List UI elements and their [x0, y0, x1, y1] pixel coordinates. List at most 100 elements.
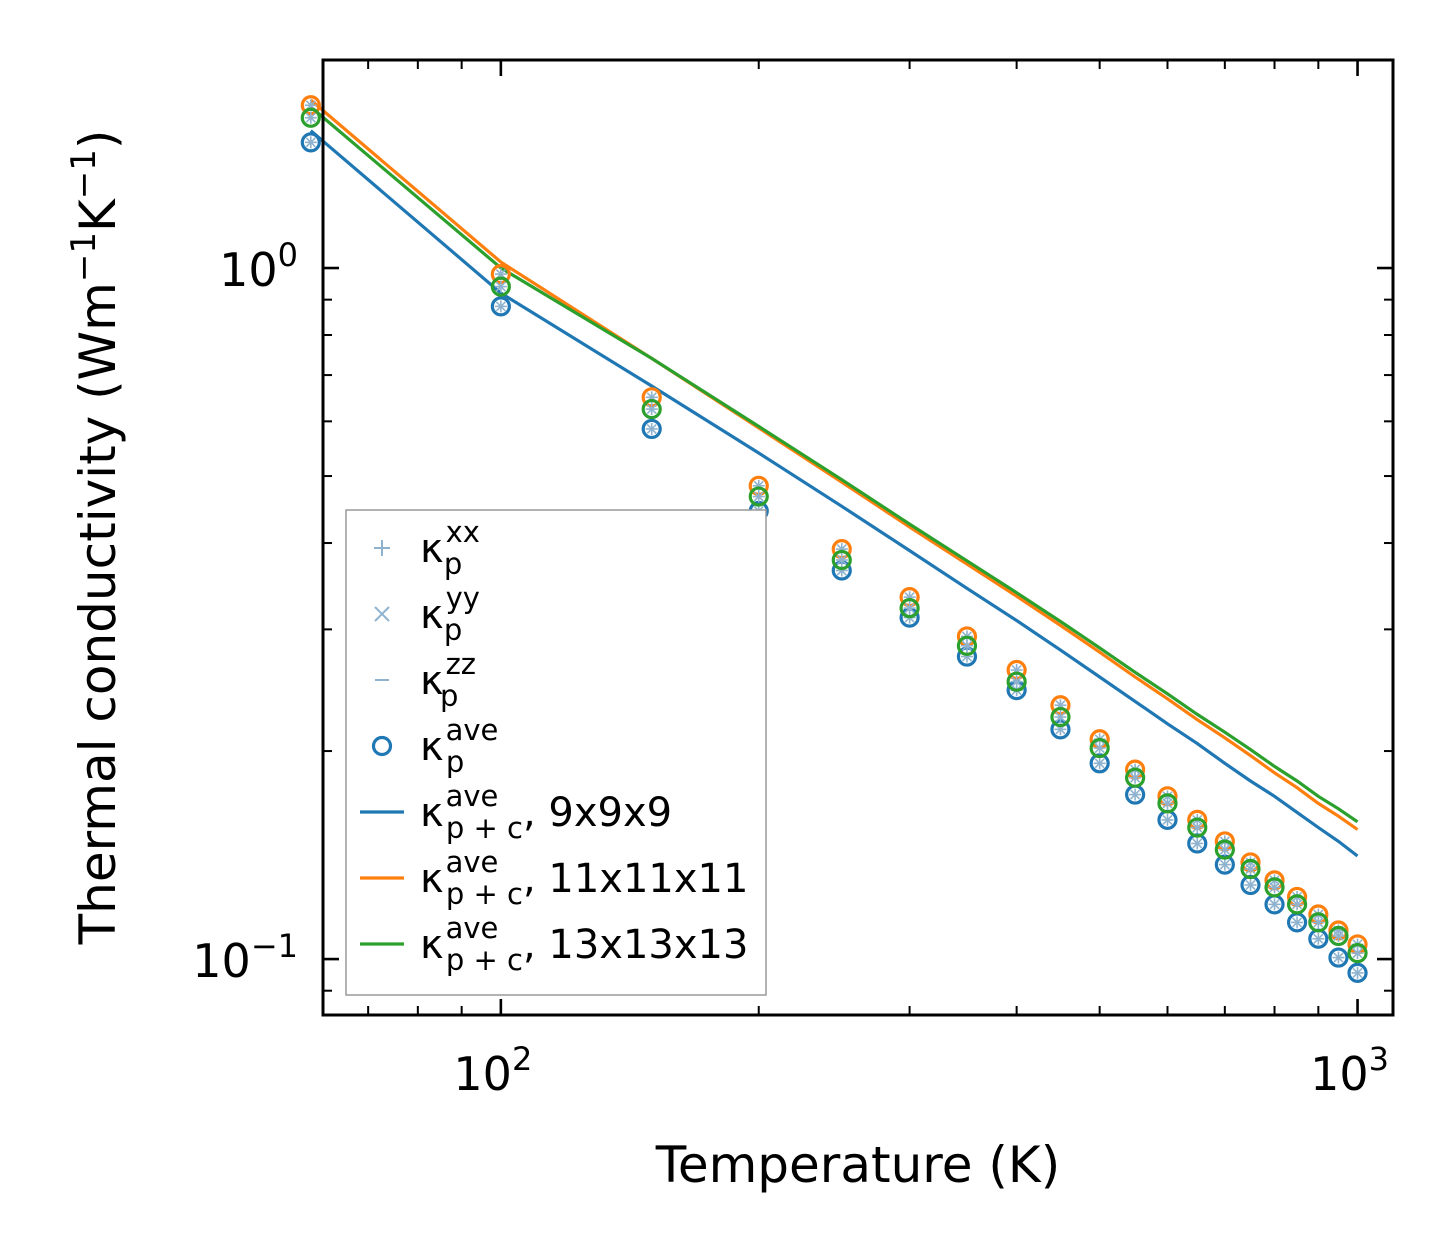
marker-x-b: [1219, 844, 1230, 855]
marker-circle: [831, 549, 852, 571]
series-line-9x9x9: [309, 129, 1359, 858]
marker-x-b: [1313, 933, 1324, 944]
marker-circle: [300, 107, 321, 128]
marker-x-b: [1055, 711, 1066, 723]
data-point-2-13: [1214, 839, 1235, 860]
marker-circle: [956, 635, 978, 656]
marker-x-b: [1162, 798, 1173, 809]
data-point-2-7: [1006, 671, 1027, 692]
y-tick-base: 10: [219, 243, 278, 297]
legend-entry-5: κave p + c, 11x11x11: [360, 845, 748, 911]
marker-circle: [1125, 767, 1146, 788]
legend-symbol: κ: [420, 592, 444, 638]
legend-entry-4: κave p + c, 9x9x9: [360, 779, 672, 845]
marker-x-b: [1245, 863, 1256, 875]
marker-x-b: [1192, 822, 1203, 833]
legend-label: κzz p: [420, 647, 476, 713]
marker-circle: [1308, 912, 1329, 933]
legend-symbol: κ: [420, 658, 444, 704]
legend-sup: yy: [446, 581, 480, 615]
marker-x-b: [1333, 952, 1344, 963]
legend-sup: ave: [446, 845, 499, 879]
legend-label: κyy p: [420, 581, 480, 647]
marker-x-b: [1162, 814, 1173, 825]
marker-x-b: [305, 112, 316, 123]
marker-x-b: [961, 640, 973, 651]
data-point-0-0: [300, 132, 321, 153]
data-point-2-4: [831, 549, 852, 571]
series-line-13x13x13: [309, 105, 1359, 824]
y-tick-label: 100: [219, 236, 298, 297]
marker-x-b: [904, 603, 915, 614]
marker-x-b: [1192, 838, 1203, 849]
data-point-2-5: [899, 598, 920, 619]
legend-circle-marker: [371, 735, 393, 757]
x-tick-base: 10: [453, 1047, 512, 1101]
legend-label: κave p + c, 13x13x13: [420, 911, 748, 977]
legend-sub: p + c: [446, 943, 523, 977]
marker-circle: [1157, 793, 1178, 814]
legend-sup: xx: [446, 515, 480, 549]
marker-circle: [1286, 894, 1308, 915]
legend-sub: p + c: [446, 811, 523, 845]
y-tick-label: 10−1: [192, 927, 298, 988]
data-point-0-9: [1089, 753, 1110, 774]
marker-x-b: [1313, 917, 1324, 928]
marker-circle: [1328, 925, 1349, 947]
marker-x-b: [1333, 930, 1344, 942]
x-tick-label: 103: [1310, 1040, 1389, 1101]
marker-x-b: [836, 554, 847, 566]
legend-suffix: , 9x9x9: [523, 790, 672, 836]
marker-x-b: [1352, 967, 1363, 978]
marker-x-b: [305, 137, 316, 148]
axes-frame: [321, 58, 1395, 1017]
x-tick-base: 10: [1310, 1047, 1369, 1101]
data-point-0-2: [641, 418, 662, 440]
legend-sup: zz: [446, 647, 476, 681]
marker-x-b: [753, 491, 764, 502]
marker-x-b: [1292, 899, 1303, 910]
data-point-2-17: [1308, 912, 1329, 933]
legend-sup: ave: [446, 713, 499, 747]
marker-circle: [1264, 877, 1285, 898]
legend-entry-0: κxx p: [374, 515, 480, 581]
y-label-main: Thermal conductivity (Wm: [69, 282, 127, 945]
y-tick-base: 10: [192, 934, 251, 988]
marker-x-b: [1292, 917, 1303, 928]
marker-x-b: [1269, 899, 1280, 910]
x-tick-exp: 2: [512, 1040, 532, 1078]
legend-suffix: , 11x11x11: [523, 856, 748, 902]
marker-circle: [1089, 753, 1110, 774]
legend-x-marker: [374, 606, 390, 622]
marker-circle: [1347, 962, 1368, 983]
y-label-exp2: −1: [64, 149, 104, 199]
data-point-2-18: [1328, 925, 1349, 947]
marker-circle: [1347, 943, 1368, 964]
marker-circle: [1050, 706, 1071, 728]
data-point-2-10: [1125, 767, 1146, 788]
marker-circle: [300, 132, 321, 153]
y-tick-exp: −1: [251, 927, 298, 965]
data-point-2-19: [1347, 943, 1368, 964]
legend-label: κave p + c, 11x11x11: [420, 845, 748, 911]
legend-sub: p: [440, 679, 458, 713]
marker-circle: [748, 486, 769, 507]
legend-symbol: κ: [420, 790, 444, 836]
marker-x-b: [1011, 676, 1022, 687]
marker-circle: [1089, 737, 1110, 759]
legend-sup: ave: [446, 911, 499, 945]
marker-x-b: [1245, 879, 1256, 891]
marker-x-b: [495, 281, 506, 292]
legend-label: κxx p: [420, 515, 480, 581]
data-point-0-11: [1157, 809, 1178, 831]
marker-x-b: [495, 301, 506, 312]
data-point-0-17: [1308, 928, 1329, 949]
x-axis-label: Temperature (K): [655, 1136, 1060, 1194]
y-tick-exp: 0: [278, 236, 298, 274]
legend-entry-6: κave p + c, 13x13x13: [360, 911, 748, 977]
data-point-2-6: [956, 635, 978, 656]
data-point-2-0: [300, 107, 321, 128]
legend-symbol: κ: [420, 922, 444, 968]
marker-circle: [1214, 839, 1235, 860]
